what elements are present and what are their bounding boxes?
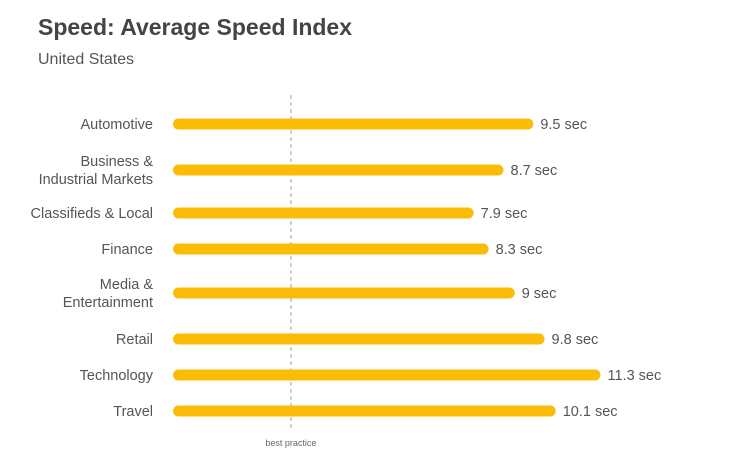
chart-title: Speed: Average Speed Index [38,14,353,40]
bar [173,164,504,176]
value-label: 9.5 sec [540,117,587,133]
value-label: 10.1 sec [563,404,618,420]
bar [173,369,601,381]
category-label: Automotive [80,117,153,133]
category-label: Retail [116,332,153,348]
category-label: Business & Industrial Markets [39,154,154,188]
category-label: Media & Entertainment [63,277,154,311]
category-label: Classifieds & Local [31,206,154,222]
value-label: 7.9 sec [481,206,528,222]
value-label: 8.7 sec [511,163,558,179]
value-label: 9.8 sec [552,332,599,348]
value-label: 8.3 sec [496,242,543,258]
category-label: Technology [80,368,154,384]
value-label: 11.3 sec [607,368,661,384]
bar [173,207,474,219]
bar [173,118,534,130]
bar [173,333,545,345]
bar [173,243,489,255]
bar [173,287,515,299]
category-label: Travel [113,404,153,420]
value-label: 9 sec [522,286,557,302]
best-practice-label: best practice [265,438,316,448]
bar [173,405,556,417]
chart-subtitle: United States [38,51,135,68]
category-label: Finance [101,242,153,258]
